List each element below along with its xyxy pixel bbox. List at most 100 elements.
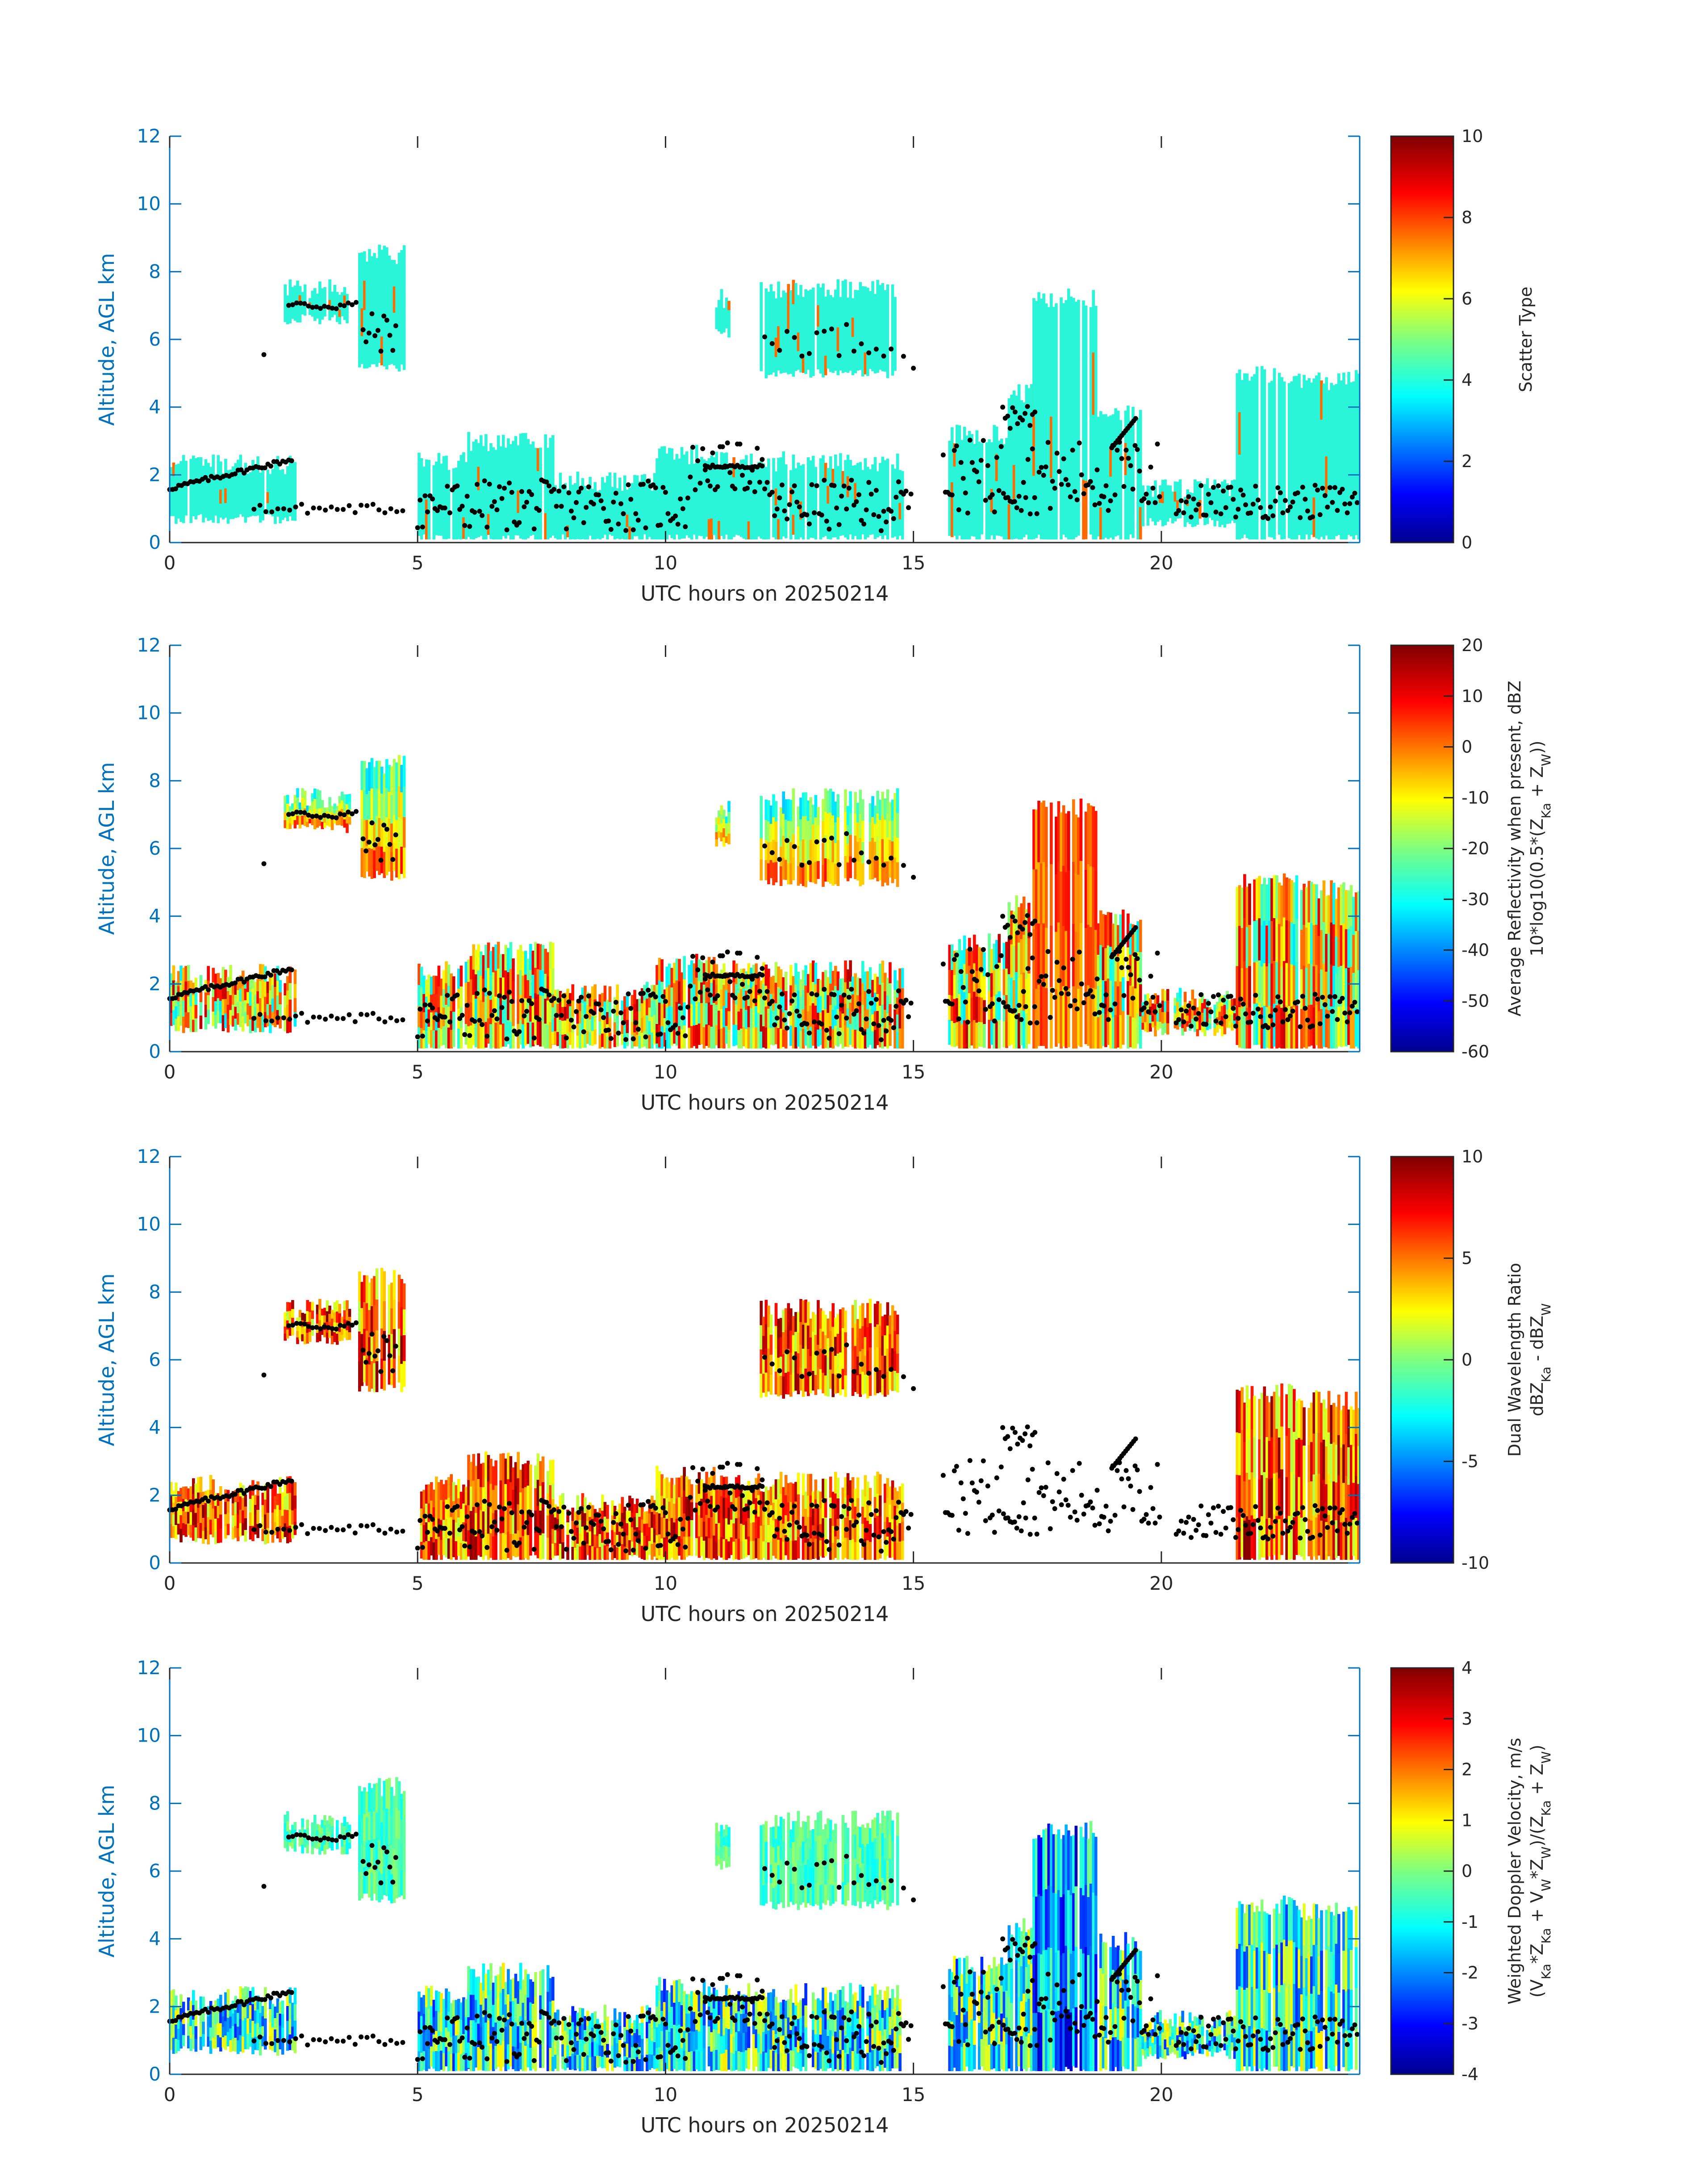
heatmap-cell <box>794 486 798 504</box>
heatmap-cell <box>581 523 585 539</box>
heatmap-cell <box>308 298 312 303</box>
heatmap-cell <box>812 805 815 825</box>
heatmap-cell <box>311 817 314 825</box>
heatmap-cell <box>236 1001 240 1013</box>
heatmap-cell <box>579 998 582 1011</box>
heatmap-cell <box>822 821 825 843</box>
heatmap-cell <box>782 813 785 836</box>
heatmap-cell <box>375 843 379 871</box>
mode-marker <box>330 305 335 311</box>
heatmap-cell <box>390 312 393 338</box>
heatmap-cell <box>568 1032 572 1045</box>
heatmap-cell <box>1060 358 1063 419</box>
heatmap-cell <box>529 513 532 536</box>
heatmap-cell <box>772 517 775 538</box>
heatmap-cell <box>705 498 708 518</box>
heatmap-cell <box>688 482 691 501</box>
heatmap-cell <box>370 758 374 789</box>
heatmap-cell <box>869 518 872 535</box>
heatmap-cell <box>1114 947 1117 982</box>
heatmap-cell <box>375 339 379 367</box>
mode-marker <box>1036 469 1042 475</box>
heatmap-cell <box>1178 1007 1182 1017</box>
heatmap-cell <box>584 526 587 539</box>
heatmap-cell <box>764 333 768 356</box>
mode-marker <box>1123 447 1129 453</box>
mode-marker <box>1048 1015 1053 1020</box>
heatmap-cell <box>1221 514 1224 525</box>
heatmap-cell <box>1037 352 1040 414</box>
heatmap-cell <box>536 471 540 494</box>
heatmap-cell <box>568 507 572 524</box>
heatmap-cell <box>269 976 272 990</box>
mode-marker <box>311 506 316 510</box>
mode-marker <box>1065 991 1071 997</box>
heatmap-cell <box>894 857 897 879</box>
heatmap-cell <box>670 471 674 493</box>
mode-marker <box>949 1001 955 1007</box>
heatmap-cell <box>266 469 270 481</box>
heatmap-cell <box>1188 516 1192 524</box>
mode-marker <box>841 992 847 998</box>
heatmap-cell <box>370 310 374 338</box>
heatmap-cell <box>313 798 317 809</box>
heatmap-cell <box>725 473 728 494</box>
heatmap-cell <box>549 463 552 488</box>
heatmap-cell <box>333 300 336 308</box>
mode-marker <box>425 509 430 514</box>
heatmap-cell <box>1282 381 1286 421</box>
heatmap-cell <box>1042 293 1045 355</box>
mode-marker <box>1186 494 1191 499</box>
mode-marker <box>836 1031 842 1036</box>
heatmap-cell <box>402 847 406 878</box>
mode-marker <box>390 857 396 862</box>
mode-marker <box>418 1007 423 1012</box>
heatmap-cell <box>628 526 631 539</box>
heatmap-cell <box>896 1014 899 1032</box>
heatmap-cell <box>1099 945 1102 980</box>
mode-marker <box>827 1036 832 1041</box>
mode-marker <box>359 1011 364 1017</box>
mode-marker <box>418 497 423 503</box>
heatmap-cell <box>494 450 497 472</box>
heatmap-cell <box>308 806 312 811</box>
mode-marker <box>678 496 683 501</box>
heatmap-cell <box>854 290 857 311</box>
heatmap-cell <box>995 940 998 967</box>
heatmap-cell <box>601 993 604 1007</box>
heatmap-cell <box>1240 380 1244 420</box>
heatmap-cell <box>1265 925 1269 966</box>
heatmap-cell <box>288 806 292 812</box>
heatmap-cell <box>878 306 882 328</box>
heatmap-cell <box>177 971 180 986</box>
heatmap-cell <box>1285 877 1288 920</box>
heatmap-cell <box>1213 1020 1216 1028</box>
heatmap-cell <box>566 501 569 514</box>
heatmap-cell <box>829 295 832 315</box>
heatmap-cell <box>881 839 884 863</box>
heatmap-cell <box>618 477 622 493</box>
heatmap-cell <box>1243 961 1246 1005</box>
heatmap-cell <box>1139 952 1142 985</box>
heatmap-cell <box>737 501 740 519</box>
heatmap-cell <box>554 511 557 525</box>
heatmap-cell <box>792 514 795 535</box>
heatmap-cell <box>579 1036 582 1049</box>
heatmap-cell <box>1300 388 1303 426</box>
heatmap-cell <box>824 788 827 812</box>
heatmap-cell <box>963 992 966 1020</box>
heatmap-cell <box>1188 1008 1192 1016</box>
mode-marker <box>665 511 671 516</box>
mode-marker <box>517 1029 522 1034</box>
heatmap-cell <box>330 818 334 824</box>
heatmap-cell <box>373 280 376 309</box>
heatmap-cell <box>849 813 852 835</box>
mode-marker <box>242 979 247 985</box>
heatmap-cell <box>1288 422 1291 461</box>
heatmap-cell <box>755 984 758 1006</box>
heatmap-cell <box>1181 1028 1184 1036</box>
heatmap-cell <box>388 818 391 845</box>
heatmap-cell <box>695 445 698 469</box>
heatmap-cell <box>824 336 827 356</box>
heatmap-cell <box>727 1029 731 1049</box>
